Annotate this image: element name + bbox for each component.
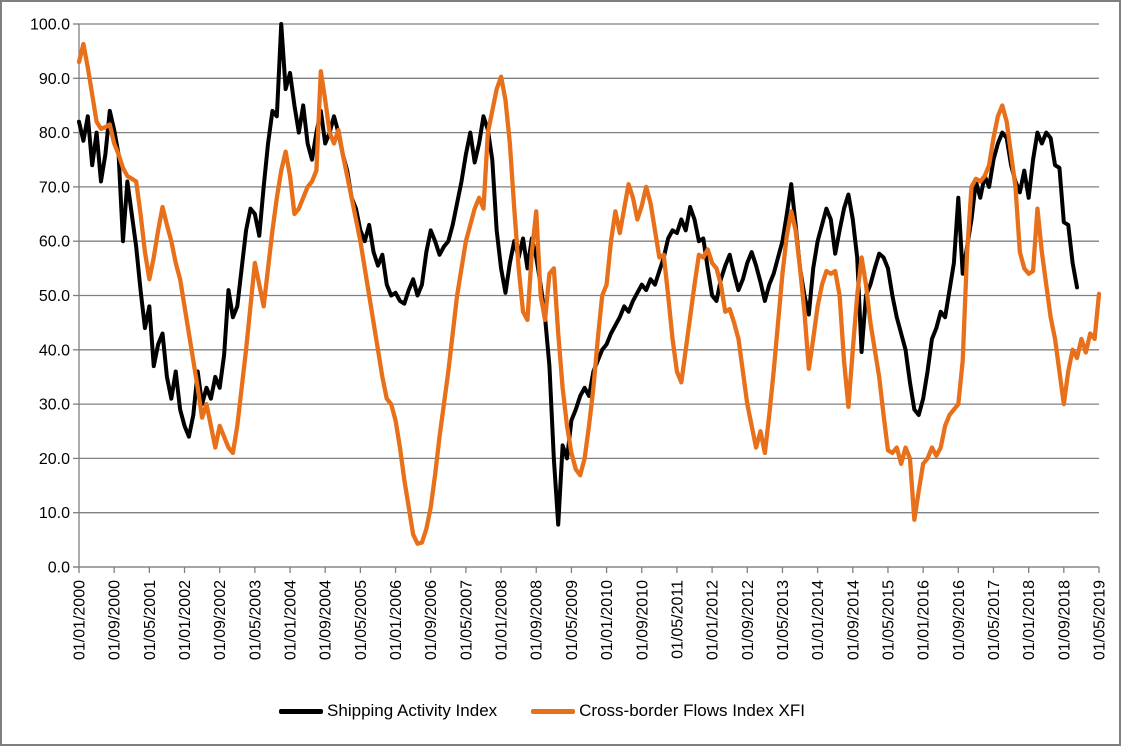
x-tick-label: 01/05/2003 <box>247 580 264 660</box>
x-tick-label: 01/09/2000 <box>107 580 124 660</box>
x-tick-label: 01/01/2002 <box>177 580 194 660</box>
x-tick-label: 01/05/2019 <box>1092 580 1109 660</box>
y-tick-label: 20.0 <box>39 451 70 468</box>
x-tick-label: 01/05/2001 <box>142 580 159 660</box>
axes <box>73 23 1100 573</box>
y-tick-label: 40.0 <box>39 342 70 359</box>
x-tick-label: 01/01/2014 <box>810 580 827 660</box>
x-tick-label: 01/09/2004 <box>318 580 335 660</box>
series-line-cross-border-flows-index-xfi <box>76 41 1102 546</box>
x-tick-label: 01/09/2002 <box>212 580 229 660</box>
x-tick-label: 01/05/2009 <box>564 580 581 660</box>
y-axis-labels: 100.0 90.0 80.0 70.0 60.0 50.0 40.0 30.0 20.0 10.… <box>30 17 70 577</box>
x-tick-label: 01/01/2010 <box>599 580 616 660</box>
x-tick-label: 01/05/2017 <box>986 580 1003 660</box>
x-tick-label: 01/01/2006 <box>388 580 405 660</box>
legend: Shipping Activity Index Cross-border Flo… <box>42 701 1042 721</box>
y-tick-label: 80.0 <box>39 125 70 142</box>
x-tick-label: 01/09/2006 <box>423 580 440 660</box>
x-tick-label: 01/01/2012 <box>705 580 722 660</box>
x-tick-label: 01/01/2000 <box>72 580 89 660</box>
x-tick-label: 01/09/2018 <box>1056 580 1073 660</box>
x-tick-label: 01/05/2005 <box>353 580 370 660</box>
legend-swatch-black-line <box>279 708 324 714</box>
legend-item-cross-border-flows-index: Cross-border Flows Index XFI <box>531 701 805 721</box>
x-tick-label: 01/09/2012 <box>740 580 757 660</box>
x-tick-label: 01/09/2014 <box>845 580 862 660</box>
x-tick-label: 01/01/2016 <box>916 580 933 660</box>
y-tick-label: 70.0 <box>39 179 70 196</box>
x-tick-label: 01/09/2010 <box>634 580 651 660</box>
x-tick-label: 01/01/2008 <box>494 580 511 660</box>
x-tick-label: 01/01/2004 <box>283 580 300 660</box>
series-line-shipping-activity-index <box>77 22 1080 527</box>
y-tick-label: 60.0 <box>39 234 70 251</box>
x-tick-label: 01/05/2007 <box>458 580 475 660</box>
x-tick-label: 01/09/2008 <box>529 580 546 660</box>
y-tick-label: 0.0 <box>48 560 70 577</box>
y-tick-label: 10.0 <box>39 505 70 522</box>
y-tick-label: 50.0 <box>39 288 70 305</box>
gridlines <box>79 23 1099 568</box>
x-axis-labels: 01/01/2000 01/09/2000 01/05/2001 01/01/2002… <box>72 580 1109 660</box>
x-tick-label: 01/05/2011 <box>669 580 686 659</box>
legend-label: Shipping Activity Index <box>327 701 498 720</box>
y-tick-label: 30.0 <box>39 397 70 414</box>
y-tick-label: 90.0 <box>39 71 70 88</box>
legend-item-shipping-activity-index: Shipping Activity Index <box>279 701 497 721</box>
x-tick-label: 01/01/2018 <box>1021 580 1038 660</box>
x-tick-label: 01/05/2013 <box>775 580 792 660</box>
legend-label: Cross-border Flows Index XFI <box>579 701 805 720</box>
y-tick-label: 100.0 <box>30 17 70 34</box>
x-tick-label: 01/09/2016 <box>951 580 968 660</box>
legend-swatch-orange-line <box>531 708 576 714</box>
series-lines <box>76 22 1102 546</box>
x-tick-label: 01/05/2015 <box>880 580 897 660</box>
